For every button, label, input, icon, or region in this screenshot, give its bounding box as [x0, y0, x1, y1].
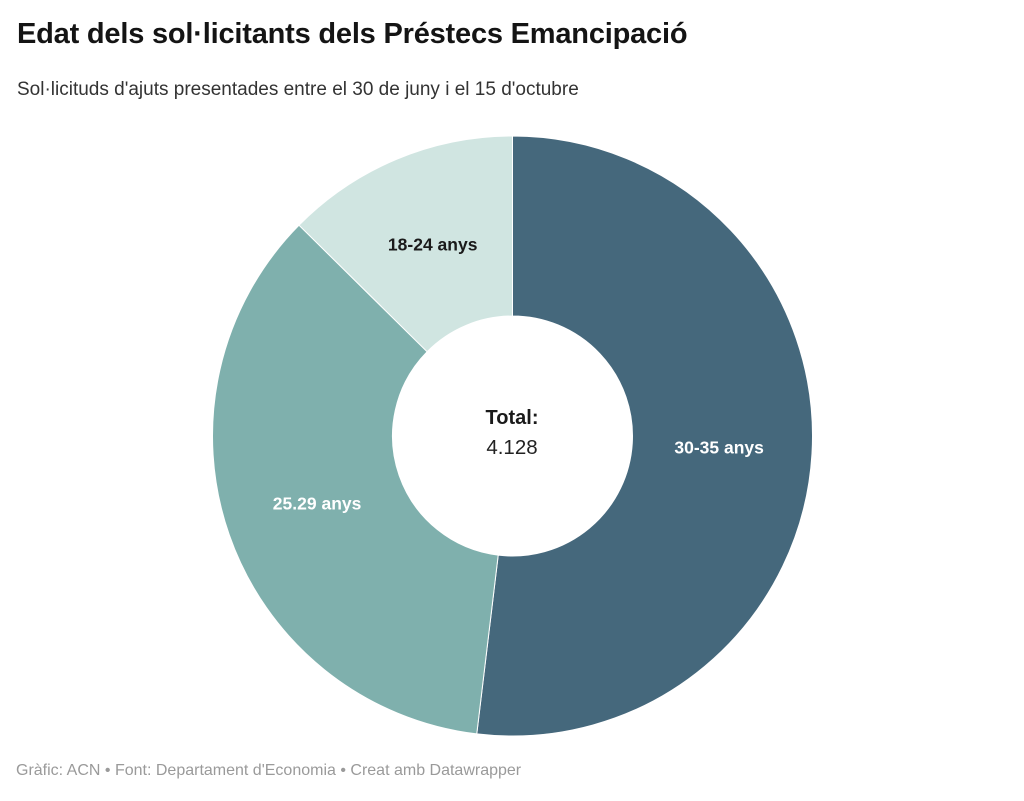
pie-slice-30-35-anys[interactable]	[476, 135, 813, 737]
attribution-footer: Gràfic: ACN • Font: Departament d'Econom…	[16, 762, 522, 779]
chart-subtitle: Sol·licituds d'ajuts presentades entre e…	[17, 79, 579, 100]
chart-title: Edat dels sol·licitants dels Préstecs Em…	[17, 18, 688, 50]
pie-slice-25-29-anys[interactable]	[212, 224, 499, 735]
pie-slice-18-24-anys[interactable]	[298, 135, 513, 353]
